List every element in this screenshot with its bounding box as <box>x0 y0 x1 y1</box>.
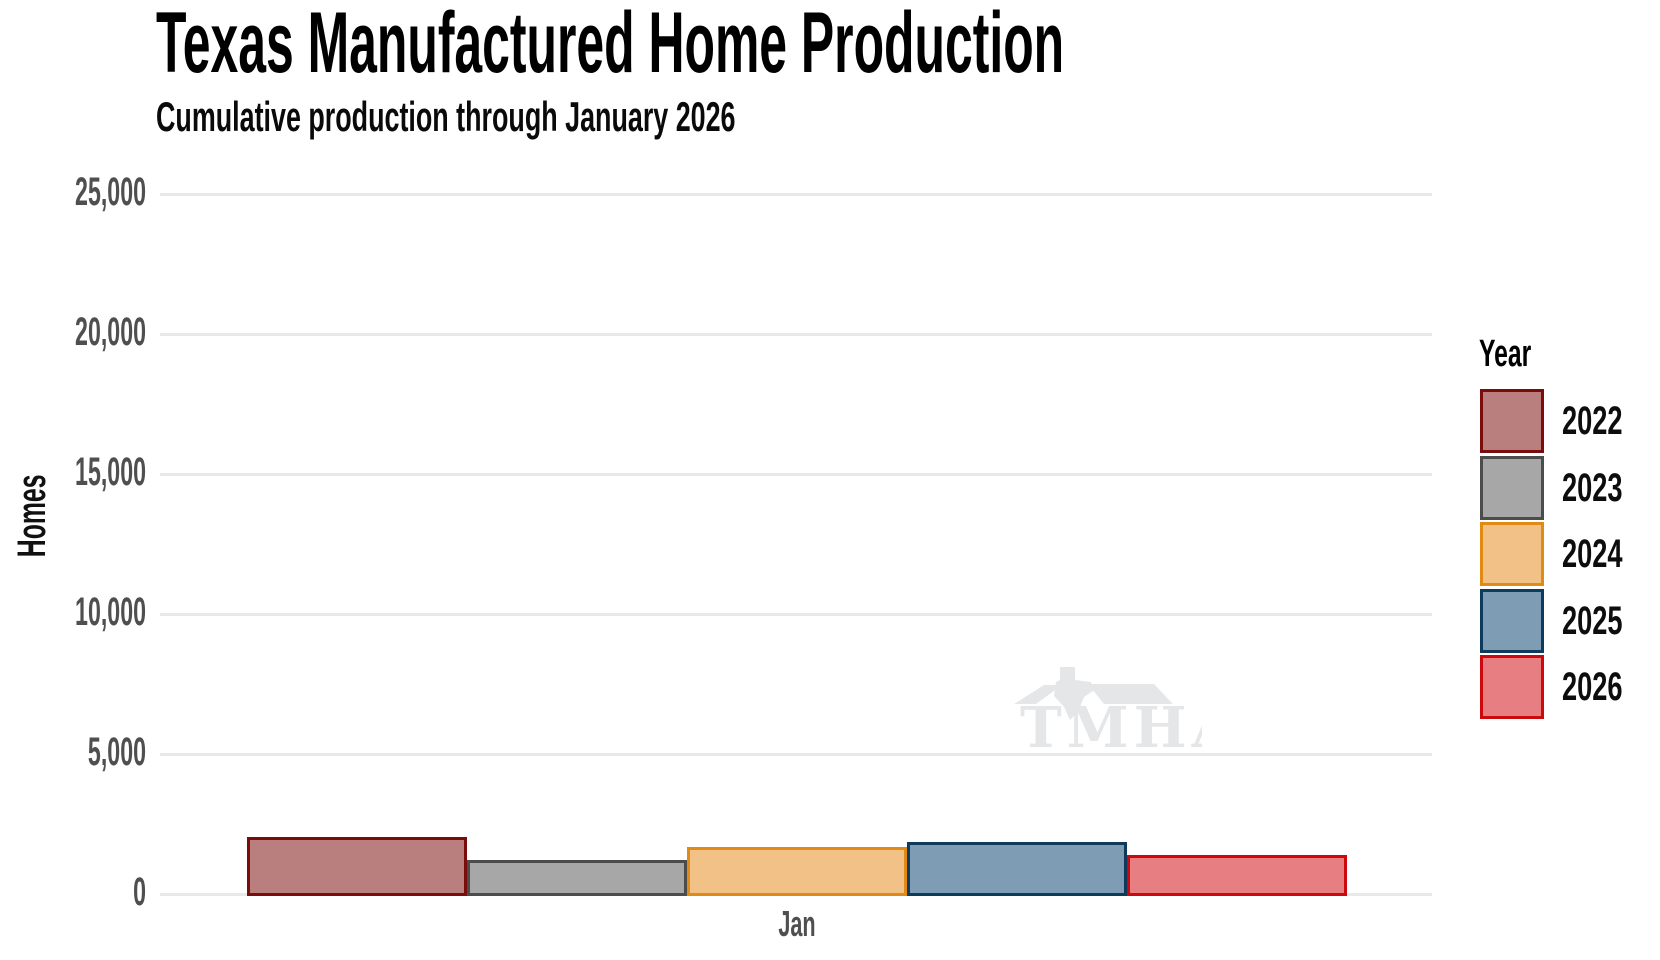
bar-2026 <box>1127 855 1347 896</box>
legend-label-2024: 2024 <box>1562 532 1623 576</box>
legend-title: Year <box>1479 333 1532 375</box>
gridline-15000 <box>160 473 1432 476</box>
gridline-20000 <box>160 333 1432 336</box>
gridline-5000 <box>160 753 1432 756</box>
bar-2022 <box>247 837 467 896</box>
gridline-25000 <box>160 193 1432 196</box>
y-tick-label-15000: 15,000 <box>75 450 146 494</box>
y-tick-label-0: 0 <box>133 870 146 914</box>
y-tick-label-25000: 25,000 <box>75 170 146 214</box>
tmha-watermark-logo: TMHA <box>1014 667 1202 752</box>
chart-subtitle: Cumulative production through January 20… <box>156 93 736 140</box>
legend-label-2023: 2023 <box>1562 466 1623 510</box>
y-tick-label-10000: 10,000 <box>75 590 146 634</box>
legend-swatch-2025 <box>1480 589 1544 653</box>
legend-label-2022: 2022 <box>1562 399 1623 443</box>
y-tick-label-20000: 20,000 <box>75 310 146 354</box>
legend-swatch-2022 <box>1480 389 1544 453</box>
watermark-tmha-text: TMHA <box>1020 695 1202 752</box>
watermark-roof-right-icon <box>1088 684 1173 704</box>
legend-swatch-2024 <box>1480 522 1544 586</box>
bar-2023 <box>467 860 687 896</box>
watermark-roof-left-icon <box>1014 685 1062 704</box>
legend-label-2026: 2026 <box>1562 665 1623 709</box>
watermark-texas-icon <box>1054 667 1093 720</box>
legend-swatch-2026 <box>1480 655 1544 719</box>
chart-title: Texas Manufactured Home Production <box>156 0 1065 91</box>
bar-2024 <box>687 847 907 896</box>
legend-label-2025: 2025 <box>1562 599 1623 643</box>
bar-2025 <box>907 842 1127 896</box>
x-tick-label: Jan <box>778 903 816 944</box>
y-axis-title: Homes <box>10 474 54 558</box>
gridline-10000 <box>160 613 1432 616</box>
legend-swatch-2023 <box>1480 456 1544 520</box>
y-tick-label-5000: 5,000 <box>87 730 146 774</box>
